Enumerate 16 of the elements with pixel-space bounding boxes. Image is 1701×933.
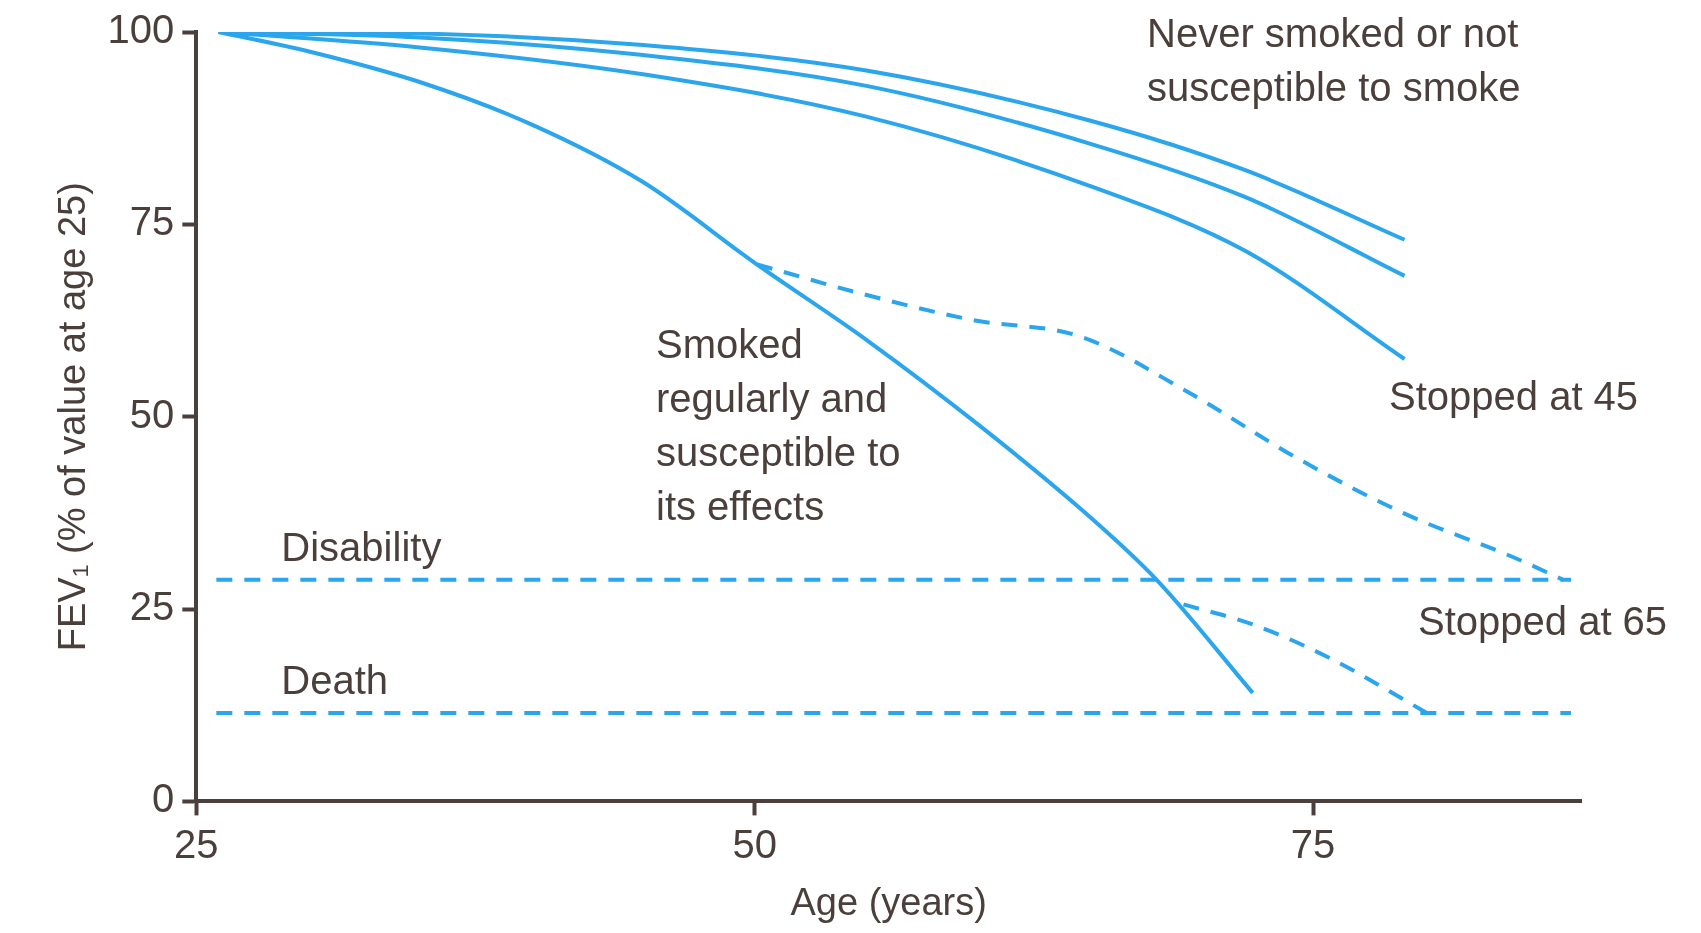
ref-line-label: Disability — [281, 524, 442, 569]
y-axis-title: FEV₁ (% of value at age 25) — [51, 182, 94, 652]
x-tick-label: 25 — [174, 822, 219, 867]
x-tick-label: 75 — [1290, 822, 1336, 867]
y-tick-label: 50 — [129, 391, 175, 436]
annotation: Stopped at 45 — [1389, 374, 1639, 419]
annotation: Smoked regularly and susceptible to its effects — [656, 322, 901, 529]
y-tick-label: 0 — [152, 776, 175, 821]
x-tick-label: 50 — [732, 822, 777, 867]
y-tick-label: 75 — [129, 199, 175, 244]
x-axis-title: Age (years) — [790, 880, 987, 923]
ref-line-label: Death — [281, 657, 389, 702]
annotation: Never smoked or not susceptible to smoke — [1147, 11, 1521, 110]
y-tick-label: 100 — [107, 7, 175, 52]
annotation: Stopped at 65 — [1418, 599, 1668, 644]
y-tick-label: 25 — [129, 584, 175, 629]
